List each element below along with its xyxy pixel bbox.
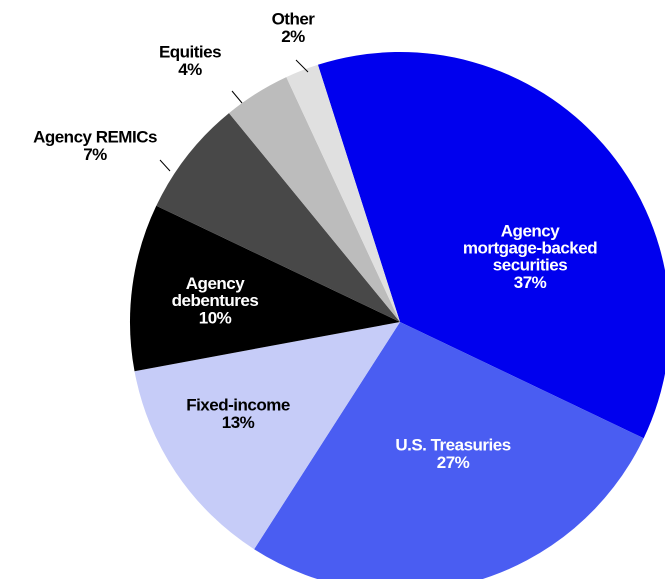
slice-label: Equities — [159, 43, 221, 62]
leader-line — [231, 90, 243, 104]
slice-label: Agency mortgage-backed securities — [463, 222, 597, 275]
slice-label-line: mortgage-backed — [463, 239, 597, 258]
slice-label: Fixed-income — [186, 396, 290, 415]
value-label: 27% — [437, 453, 470, 472]
slice-label: U.S. Treasuries — [395, 436, 510, 455]
slice-label: Other — [272, 10, 316, 29]
pie-slice — [254, 322, 644, 579]
pie-slice — [317, 52, 665, 439]
leader-line — [295, 59, 309, 73]
value-label: 4% — [178, 60, 202, 79]
value-label: 2% — [281, 27, 305, 46]
value-label: 10% — [199, 308, 232, 327]
slice-label-line: Agency — [186, 274, 245, 293]
slice-label-line: debentures — [172, 291, 259, 310]
value-label: 13% — [222, 413, 255, 432]
slice-label-line: Agency — [501, 222, 560, 241]
value-label: 7% — [83, 145, 107, 164]
leader-line — [159, 159, 171, 172]
slice-label-line: U.S. Treasuries — [395, 436, 510, 455]
slice-label-line: securities — [493, 256, 567, 275]
slice-label: Agency debentures — [172, 274, 259, 310]
slice-label-line: Fixed-income — [186, 396, 290, 415]
value-label: 37% — [514, 273, 547, 292]
pie-slice — [129, 205, 400, 372]
pie-slice — [156, 113, 400, 322]
pie-slice — [286, 64, 400, 322]
slice-label-line: Equities — [159, 43, 221, 62]
pie-slice — [228, 77, 400, 322]
slice-label: Agency REMICs — [33, 128, 157, 147]
pie-slice — [134, 322, 400, 550]
slice-label-line: Agency REMICs — [33, 128, 157, 147]
slice-label-line: Other — [272, 10, 316, 29]
